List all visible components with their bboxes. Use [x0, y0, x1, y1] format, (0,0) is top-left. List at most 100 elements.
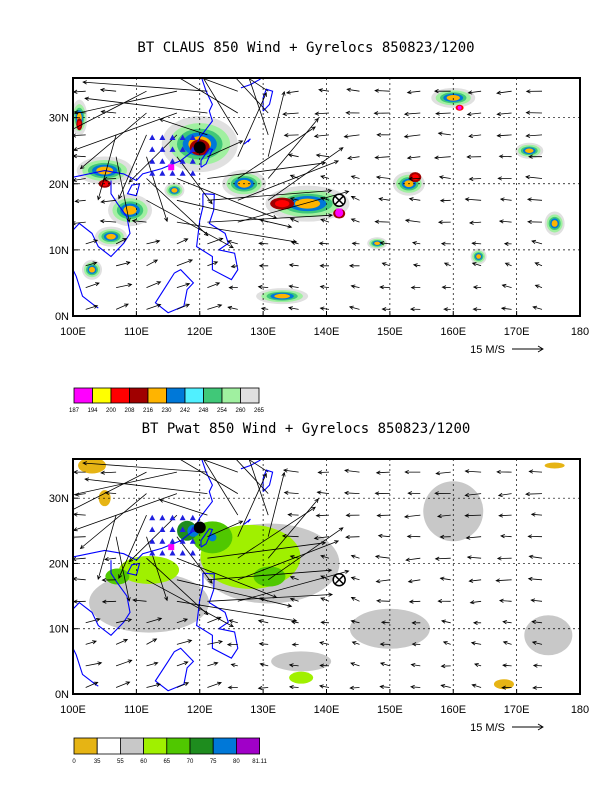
wind-arrow: [315, 513, 330, 518]
wind-arrow: [99, 87, 117, 93]
wind-arrow: [131, 218, 147, 224]
wind-arrow: [525, 89, 543, 94]
blue-triangle: [149, 514, 156, 521]
y-tick-label: 20N: [49, 179, 69, 191]
wind-arrow: [289, 555, 299, 560]
wind-arrow: [85, 640, 97, 645]
wind-arrow: [466, 154, 482, 159]
colorbar-swatch: [110, 387, 130, 404]
y-tick-label: 30N: [49, 493, 69, 505]
wind-arrow: [437, 599, 451, 604]
wind-arrow: [85, 239, 99, 245]
wind-arrow: [496, 556, 512, 561]
colorbar-swatch: [189, 737, 214, 755]
wind-arrow: [146, 682, 161, 688]
wind-arrow: [100, 199, 117, 204]
wind-arrow: [313, 133, 330, 139]
wind-arrow: [146, 239, 161, 245]
wind-arrow: [283, 468, 299, 473]
wind-arrow: [434, 491, 451, 496]
wind-arrow: [470, 641, 482, 646]
wind-arrow: [178, 78, 239, 114]
wind-arrow: [527, 576, 543, 582]
wind-arrow: [176, 238, 189, 245]
wind-arrow: [532, 685, 543, 690]
y-tick-label: 0N: [55, 689, 69, 701]
wind-arrow: [350, 662, 360, 667]
wind-arrow: [267, 498, 319, 559]
panel-0: [72, 77, 581, 404]
wind-arrow: [534, 262, 543, 267]
wind-arrow: [313, 535, 330, 541]
wind-arrow: [412, 263, 421, 268]
wind-arrow: [257, 619, 269, 624]
colorbar-label: 265: [254, 408, 265, 414]
wind-arrow: [84, 96, 208, 114]
colorbar-swatch: [212, 737, 237, 755]
magenta-marker: [336, 208, 343, 215]
cloud-shade-orange: [551, 220, 558, 227]
wind-arrow: [207, 261, 219, 267]
coastline: [126, 562, 141, 576]
wind-arrow: [73, 512, 86, 517]
wind-arrow: [374, 219, 390, 224]
wind-arrow: [440, 241, 451, 246]
wind-arrow: [116, 261, 131, 267]
wind-arrow: [433, 89, 451, 94]
wind-arrow: [345, 534, 360, 540]
blue-triangle: [179, 550, 186, 556]
wind-arrow: [379, 642, 390, 647]
wind-arrow: [227, 305, 238, 311]
blue-triangle: [159, 158, 166, 164]
wind-arrow: [440, 684, 451, 689]
wind-arrow: [405, 557, 421, 562]
wind-arrow: [176, 661, 189, 667]
blue-triangle: [149, 538, 156, 544]
wind-arrow: [237, 126, 316, 179]
wind-arrow: [319, 306, 330, 311]
wind-arrow: [258, 241, 269, 246]
wind-arrow: [498, 219, 512, 224]
wind-arrow: [373, 111, 390, 116]
wind-arrow: [74, 198, 86, 204]
wind-arrow: [289, 174, 299, 179]
wind-arrow: [471, 683, 482, 688]
wind-arrow: [379, 241, 390, 246]
wind-arrow: [104, 556, 117, 562]
blue-triangle: [149, 134, 156, 140]
wind-arrow: [501, 283, 512, 289]
wind-arrow: [82, 80, 208, 92]
wind-arrow: [73, 177, 86, 182]
x-tick-label: 120E: [187, 326, 213, 338]
wind-arrow: [379, 662, 391, 667]
wind-arrow: [467, 90, 482, 95]
wind-arrow: [176, 282, 191, 288]
wind-arrow: [443, 262, 451, 267]
blue-triangle: [169, 526, 176, 532]
cloud-shade-orange: [274, 293, 290, 299]
wind-arrow: [496, 90, 512, 95]
colorbar-label: 80: [233, 759, 240, 765]
wind-arrow: [176, 303, 191, 310]
cloud-shade-orange: [89, 266, 96, 273]
wind-arrow: [287, 512, 299, 517]
wind-arrow: [375, 470, 390, 475]
wind-arrow: [73, 471, 147, 510]
wind-arrow: [496, 111, 512, 117]
x-tick-label: 170E: [504, 326, 530, 338]
blue-triangle: [189, 158, 196, 164]
pwat-green: [253, 566, 286, 587]
wind-arrow: [471, 241, 482, 246]
wind-arrow: [176, 536, 213, 584]
wind-arrow: [237, 472, 267, 537]
wind-arrow: [97, 134, 117, 201]
pwat-dry-yellow: [493, 679, 514, 690]
wind-arrow: [146, 259, 159, 267]
colorbar-label: 60: [140, 759, 147, 765]
wind-arrow: [404, 218, 421, 223]
wind-arrow: [349, 685, 360, 690]
wind-arrow: [100, 470, 117, 475]
wind-arrow: [441, 285, 451, 290]
wind-arrow: [374, 88, 390, 93]
wind-arrow: [409, 307, 421, 312]
